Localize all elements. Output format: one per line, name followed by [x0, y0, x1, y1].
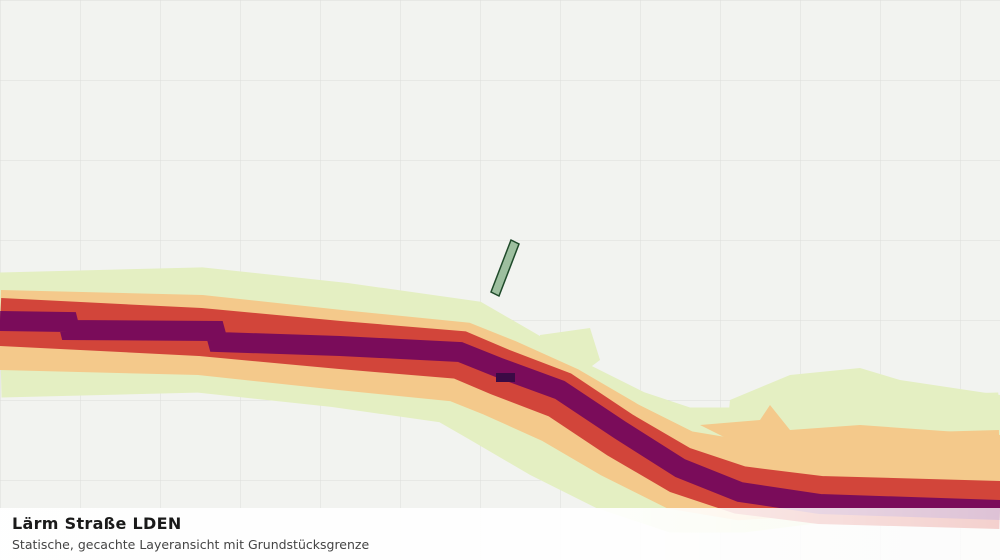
caption: Lärm Straße LDEN Statische, gecachte Lay… — [0, 508, 1000, 560]
title: Lärm Straße LDEN — [12, 514, 182, 533]
noise-zone-very-high — [0, 311, 1000, 520]
parcel-boundary[interactable] — [490, 238, 520, 298]
subtitle: Statische, gecachte Layeransicht mit Gru… — [12, 537, 370, 552]
noise-zone-max — [496, 373, 515, 382]
noise-zone-mid — [700, 405, 1000, 495]
noise-layer — [0, 267, 1000, 533]
